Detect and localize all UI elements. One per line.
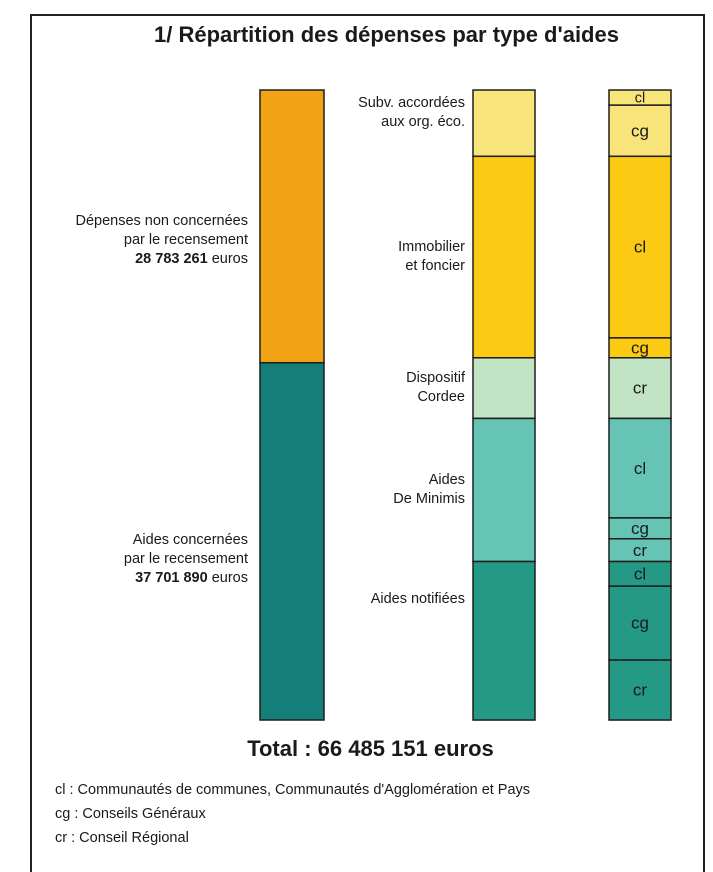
legend-item-cg: cg : Conseils Généraux xyxy=(55,806,206,822)
legend-item-cl: cl : Communautés de communes, Communauté… xyxy=(55,782,531,798)
segment-code-label: cl xyxy=(634,459,646,478)
legend-item-cr: cr : Conseil Régional xyxy=(55,830,189,846)
bar-segment-1-3 xyxy=(472,417,536,563)
segment-label: Dispositif Cordee xyxy=(406,370,465,406)
segment-value: 28 783 261 xyxy=(135,250,208,267)
segment-code-label: cr xyxy=(633,681,648,700)
segment-code-label: cl xyxy=(635,90,645,106)
bar-segment-2-10 xyxy=(608,659,672,721)
bar-segment-2-2 xyxy=(608,155,672,339)
bar-segment-2-9 xyxy=(608,585,672,661)
bar-segment-1-2 xyxy=(472,357,536,420)
segment-code-label: cg xyxy=(631,519,649,538)
chart-title: 1/ Répartition des dépenses par type d'a… xyxy=(154,22,619,47)
bar-segment-2-5 xyxy=(608,417,672,519)
bar-segment-1-0 xyxy=(472,89,536,158)
bar-segment-2-8 xyxy=(608,560,672,587)
segment-code-label: cg xyxy=(631,614,649,633)
segment-label: Subv. accordées aux org. éco. xyxy=(358,95,465,130)
segment-label: Dépenses non concernées par le recensemen… xyxy=(75,212,248,267)
segment-code-label: cl xyxy=(634,564,646,583)
segment-label: Immobilier et foncier xyxy=(398,239,465,275)
bar-segment-0-0 xyxy=(259,89,325,364)
segment-label: Aides concernées par le recensement 37 701… xyxy=(123,531,248,586)
bar-segment-1-4 xyxy=(472,560,536,721)
segment-code-label: cg xyxy=(631,338,649,357)
chart-frame xyxy=(30,14,705,872)
segment-label: Aides notifiées xyxy=(370,590,465,607)
legend: cl : Communautés de communes, Communauté… xyxy=(55,778,530,850)
segment-label: Aides De Minimis xyxy=(393,471,465,507)
segment-code-label: cl xyxy=(634,238,646,257)
bar-segment-2-1 xyxy=(608,104,672,158)
segment-code-label: cr xyxy=(633,379,648,398)
total-label: Total : 66 485 151 euros xyxy=(247,736,494,761)
segment-code-label: cg xyxy=(631,121,649,140)
bar-segment-2-4 xyxy=(608,357,672,420)
bar-segment-1-1 xyxy=(472,155,536,359)
segment-value: 37 701 890 xyxy=(135,569,208,586)
segment-code-label: cr xyxy=(633,541,648,560)
bar-segment-0-1 xyxy=(259,361,325,721)
